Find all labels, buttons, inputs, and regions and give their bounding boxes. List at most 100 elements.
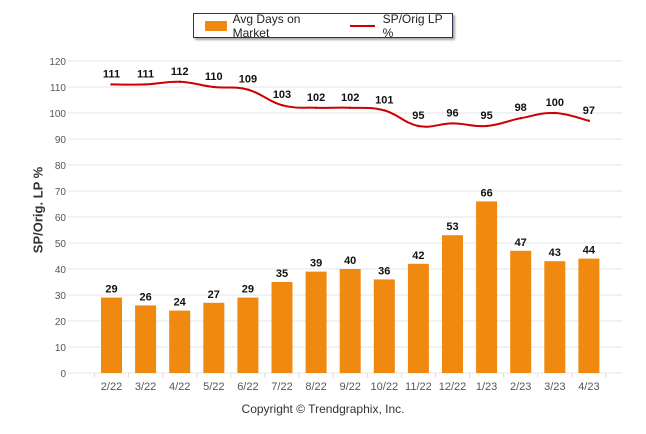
bar-data-label: 43 bbox=[549, 247, 561, 259]
line-data-label: 109 bbox=[239, 74, 257, 86]
bar bbox=[203, 302, 225, 373]
line-data-label: 97 bbox=[583, 105, 595, 117]
bar bbox=[442, 235, 463, 373]
line-data-label: 102 bbox=[341, 92, 359, 104]
bar-data-label: 66 bbox=[480, 187, 492, 199]
y-tick-label: 90 bbox=[55, 135, 67, 146]
bar-data-label: 40 bbox=[344, 255, 356, 267]
bar-data-label: 27 bbox=[208, 289, 220, 301]
y-axis-label: SP/Orig. LP % bbox=[30, 166, 46, 254]
line-point bbox=[417, 124, 420, 128]
copyright-footer: Copyright © Trendgraphix, Inc. bbox=[241, 402, 405, 416]
y-axis-ticks: 0 10 20 30 40 50 60 70 80 90 100 110 120 bbox=[49, 57, 66, 380]
bar bbox=[510, 250, 532, 373]
x-tick-label: 3/22 bbox=[135, 381, 156, 393]
line-point bbox=[280, 104, 284, 107]
bar bbox=[271, 282, 293, 373]
line-point bbox=[314, 106, 318, 110]
x-tick-label: 10/22 bbox=[371, 381, 399, 393]
y-tick-label: 80 bbox=[55, 161, 67, 172]
x-tick-label: 8/22 bbox=[305, 381, 326, 393]
bar-data-label: 53 bbox=[446, 221, 458, 233]
x-tick-label: 1/23 bbox=[476, 381, 497, 393]
legend: Avg Days on Market SP/Orig LP % bbox=[193, 11, 453, 40]
bar bbox=[578, 258, 600, 373]
line-data-label: 96 bbox=[446, 107, 458, 119]
line-point bbox=[587, 119, 591, 123]
line-point bbox=[212, 85, 215, 89]
line-data-label: 111 bbox=[137, 68, 154, 80]
bar bbox=[544, 261, 566, 373]
x-tick-label: 4/22 bbox=[169, 381, 190, 393]
y-tick-label: 30 bbox=[55, 291, 67, 302]
bar bbox=[101, 297, 122, 373]
line-data-label: 102 bbox=[307, 92, 325, 104]
line-data-label: 110 bbox=[205, 71, 223, 83]
y-tick-label: 100 bbox=[49, 109, 66, 120]
x-tick-label: 2/22 bbox=[101, 381, 122, 393]
legend-line-swatch-icon bbox=[350, 24, 375, 27]
line-point bbox=[485, 124, 488, 128]
bar-series bbox=[101, 201, 600, 373]
x-tick-label: 9/22 bbox=[339, 381, 360, 393]
bar-data-label: 29 bbox=[242, 284, 254, 296]
legend-label-days-on-market: Avg Days on Market bbox=[232, 11, 301, 40]
line-data-label: 101 bbox=[375, 94, 393, 106]
bar-data-label: 42 bbox=[412, 250, 424, 262]
bar bbox=[407, 263, 429, 373]
line-point bbox=[553, 111, 556, 115]
legend-bar-swatch-icon bbox=[205, 20, 227, 31]
x-tick-label: 7/22 bbox=[271, 381, 292, 393]
bar-data-label: 39 bbox=[310, 258, 322, 270]
line-point bbox=[144, 83, 147, 86]
y-tick-label: 70 bbox=[55, 187, 67, 198]
line-data-label: 98 bbox=[515, 102, 527, 114]
line-data-label: 95 bbox=[412, 110, 424, 122]
line-data-label: 100 bbox=[546, 97, 564, 109]
y-tick-label: 110 bbox=[50, 83, 66, 94]
bar bbox=[373, 279, 395, 373]
y-tick-label: 10 bbox=[55, 343, 67, 354]
y-tick-label: 50 bbox=[55, 239, 67, 250]
line-point bbox=[519, 117, 522, 120]
bar bbox=[237, 297, 259, 373]
legend-label-sp-orig-lp: SP/Orig LP % bbox=[382, 11, 443, 40]
line-point bbox=[383, 109, 386, 112]
bar bbox=[169, 310, 191, 373]
bar bbox=[339, 269, 361, 373]
line-data-label: 95 bbox=[480, 110, 492, 122]
bar-data-label: 44 bbox=[583, 245, 596, 257]
line-series bbox=[110, 80, 591, 128]
y-tick-label: 0 bbox=[60, 369, 66, 380]
bar bbox=[476, 201, 498, 373]
line-data-label: 112 bbox=[171, 66, 189, 78]
data-labels: 29 26 24 27 29 35 39 40 36 42 53 66 47 43 44 111 111 112 1… bbox=[103, 66, 596, 309]
y-tick-label: 20 bbox=[55, 317, 67, 328]
x-tick-label: 2/23 bbox=[510, 381, 531, 393]
bar bbox=[135, 305, 157, 373]
bar-data-label: 47 bbox=[515, 237, 527, 249]
line-point bbox=[349, 106, 352, 110]
bar-data-label: 24 bbox=[174, 297, 187, 309]
x-axis-ticks: 2/22 3/22 4/22 5/22 6/22 7/22 8/22 9/22 10/22 11/… bbox=[93, 373, 607, 393]
line-point bbox=[178, 80, 181, 84]
y-tick-label: 40 bbox=[55, 265, 67, 276]
bar bbox=[305, 271, 327, 373]
y-tick-label: 120 bbox=[49, 57, 66, 68]
line-data-label: 111 bbox=[103, 68, 120, 80]
bar-data-label: 35 bbox=[276, 268, 288, 280]
line-point bbox=[110, 83, 113, 86]
x-tick-label: 4/23 bbox=[578, 381, 599, 393]
bar-data-label: 26 bbox=[139, 291, 151, 303]
x-tick-label: 11/22 bbox=[405, 381, 432, 393]
x-tick-label: 5/22 bbox=[203, 381, 224, 393]
bar-data-label: 29 bbox=[105, 284, 117, 296]
y-tick-label: 60 bbox=[55, 213, 67, 224]
x-tick-label: 6/22 bbox=[237, 381, 258, 393]
line-point bbox=[451, 122, 454, 125]
bar-data-label: 36 bbox=[378, 265, 390, 277]
line-point bbox=[246, 88, 250, 91]
x-tick-label: 3/23 bbox=[544, 381, 565, 393]
line-data-label: 103 bbox=[273, 89, 291, 101]
